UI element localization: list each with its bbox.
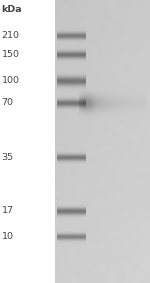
Text: 35: 35 bbox=[2, 153, 14, 162]
Text: 17: 17 bbox=[2, 206, 14, 215]
Text: 210: 210 bbox=[2, 31, 20, 40]
Text: 150: 150 bbox=[2, 50, 20, 59]
Text: kDa: kDa bbox=[2, 5, 22, 14]
Text: 10: 10 bbox=[2, 232, 14, 241]
Text: 100: 100 bbox=[2, 76, 20, 85]
Text: 70: 70 bbox=[2, 98, 14, 107]
